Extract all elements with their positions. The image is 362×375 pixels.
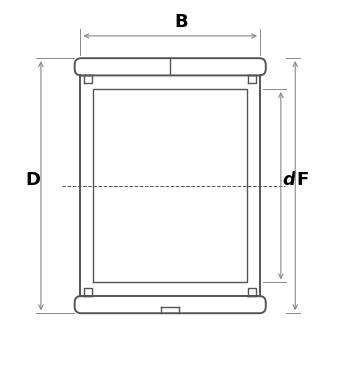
Text: d: d	[282, 171, 295, 189]
Text: B: B	[174, 13, 188, 31]
Text: F: F	[297, 171, 309, 189]
Text: D: D	[25, 171, 41, 189]
